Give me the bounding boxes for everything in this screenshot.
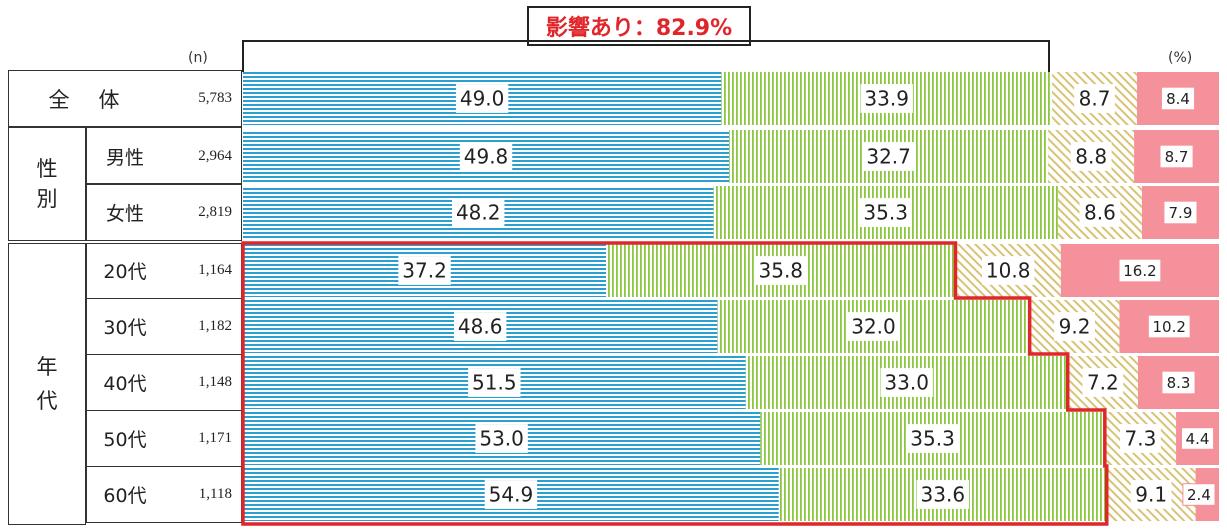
- value-label-row-6-seg-0: 53.0: [479, 427, 524, 451]
- value-label-row-4-seg-3: 10.2: [1153, 318, 1186, 336]
- value-label-row-5-seg-1: 33.0: [884, 371, 929, 395]
- value-label-row-7-seg-1: 33.6: [921, 483, 966, 507]
- value-label-row-6-seg-3: 4.4: [1186, 430, 1210, 448]
- row-border-total: [8, 70, 242, 127]
- value-label-row-2-seg-2: 8.6: [1084, 201, 1116, 225]
- value-label-bg-row-2-seg-2: [1079, 198, 1121, 227]
- value-label-row-1-seg-3: 8.7: [1165, 148, 1189, 166]
- value-label-bg-row-7-seg-0: [484, 480, 538, 509]
- impact-bracket: [242, 40, 1050, 72]
- value-label-row-1-seg-1: 32.7: [866, 145, 911, 169]
- value-label-row-0-seg-3: 8.4: [1166, 90, 1190, 108]
- row-label-3: 20代: [103, 261, 147, 283]
- age-affected-highlight: [241, 241, 1109, 526]
- group-label-gender: 性別: [36, 157, 58, 211]
- row-label-1: 男性: [105, 147, 144, 169]
- value-label-bg-row-6-seg-0: [475, 424, 528, 453]
- value-label-row-0-seg-2: 8.7: [1079, 87, 1111, 111]
- value-label-bg-row-6-seg-2: [1120, 424, 1161, 453]
- row-border-male: [86, 127, 242, 184]
- value-label-bg-row-3-seg-3: [1119, 259, 1161, 282]
- value-label-bg-row-5-seg-2: [1082, 368, 1124, 397]
- row-border-female: [86, 184, 242, 241]
- value-label-bg-row-3-seg-0: [398, 256, 451, 285]
- group-label-age: 年代: [36, 355, 58, 413]
- row-n-0: 5,783: [198, 90, 232, 106]
- row-label-5: 40代: [103, 373, 147, 395]
- value-label-bg-row-7-seg-1: [916, 480, 969, 509]
- row-label-6: 50代: [103, 429, 147, 451]
- value-label-bg-row-4-seg-2: [1054, 312, 1095, 341]
- group-border-gender: [8, 127, 86, 241]
- row-n-1: 2,964: [198, 148, 232, 164]
- value-label-row-2-seg-1: 35.3: [863, 201, 908, 225]
- value-label-row-7-seg-2: 9.1: [1135, 483, 1167, 507]
- value-label-row-6-seg-1: 35.3: [910, 427, 955, 451]
- value-label-bg-row-4-seg-1: [847, 312, 900, 341]
- row-label-2: 女性: [105, 203, 144, 225]
- row-n-6: 1,171: [198, 430, 232, 446]
- value-label-bg-row-1-seg-1: [862, 142, 915, 171]
- value-label-row-4-seg-0: 48.6: [458, 315, 503, 339]
- value-label-row-2-seg-0: 48.2: [456, 201, 501, 225]
- value-label-row-5-seg-2: 7.2: [1087, 371, 1119, 395]
- value-label-bg-row-0-seg-2: [1074, 84, 1115, 113]
- value-label-bg-row-6-seg-3: [1180, 427, 1215, 450]
- value-label-bg-row-2-seg-0: [452, 198, 505, 227]
- value-label-bg-row-0-seg-3: [1161, 87, 1195, 110]
- value-label-bg-row-2-seg-3: [1164, 201, 1197, 224]
- value-label-bg-row-4-seg-0: [453, 312, 507, 341]
- row-n-2: 2,819: [198, 204, 232, 220]
- value-label-row-3-seg-2: 10.8: [986, 259, 1031, 283]
- row-n-7: 1,118: [198, 486, 232, 502]
- value-label-bg-row-7-seg-2: [1130, 480, 1172, 509]
- value-label-row-3-seg-0: 37.2: [402, 259, 447, 283]
- value-label-bg-row-2-seg-1: [859, 198, 912, 227]
- value-label-bg-row-4-seg-3: [1148, 315, 1190, 338]
- value-label-bg-row-1-seg-2: [1070, 142, 1112, 171]
- percent-unit-label: (%): [1168, 50, 1193, 66]
- value-label-bg-row-1-seg-0: [459, 142, 513, 171]
- value-label-row-6-seg-2: 7.3: [1125, 427, 1157, 451]
- group-label-total: 全 体: [48, 87, 124, 112]
- value-label-row-7-seg-3: 2.4: [1187, 486, 1211, 504]
- value-label-bg-row-0-seg-1: [860, 84, 913, 113]
- value-label-row-1-seg-0: 49.8: [464, 145, 509, 169]
- row-n-5: 1,148: [198, 374, 232, 390]
- row-n-4: 1,182: [198, 318, 232, 334]
- row-label-4: 30代: [103, 317, 147, 339]
- value-label-bg-row-5-seg-3: [1162, 371, 1195, 394]
- value-label-bg-row-6-seg-1: [906, 424, 959, 453]
- value-label-row-1-seg-2: 8.8: [1075, 145, 1107, 169]
- impact-banner: 影響あり：82.9%: [527, 6, 751, 46]
- n-unit-label: (n): [188, 50, 208, 66]
- value-label-row-5-seg-3: 8.3: [1167, 374, 1191, 392]
- value-label-row-4-seg-2: 9.2: [1059, 315, 1091, 339]
- value-label-bg-row-1-seg-3: [1160, 145, 1193, 168]
- value-label-row-3-seg-3: 16.2: [1123, 262, 1156, 280]
- value-label-row-3-seg-1: 35.8: [759, 259, 804, 283]
- value-label-row-2-seg-3: 7.9: [1169, 204, 1193, 222]
- value-label-bg-row-3-seg-1: [754, 256, 807, 285]
- value-label-row-5-seg-0: 51.5: [472, 371, 517, 395]
- value-label-bg-row-7-seg-3: [1182, 483, 1216, 506]
- row-n-3: 1,164: [198, 262, 232, 278]
- value-label-bg-row-0-seg-0: [455, 84, 509, 113]
- value-label-bg-row-3-seg-2: [981, 256, 1035, 285]
- group-border-age: [8, 243, 86, 525]
- row-label-7: 60代: [103, 485, 147, 507]
- value-label-bg-row-5-seg-1: [880, 368, 933, 397]
- value-label-row-7-seg-0: 54.9: [489, 483, 534, 507]
- value-label-row-0-seg-1: 33.9: [864, 87, 909, 111]
- value-label-row-0-seg-0: 49.0: [460, 87, 505, 111]
- value-label-bg-row-5-seg-0: [468, 368, 521, 397]
- value-label-row-4-seg-1: 32.0: [851, 315, 896, 339]
